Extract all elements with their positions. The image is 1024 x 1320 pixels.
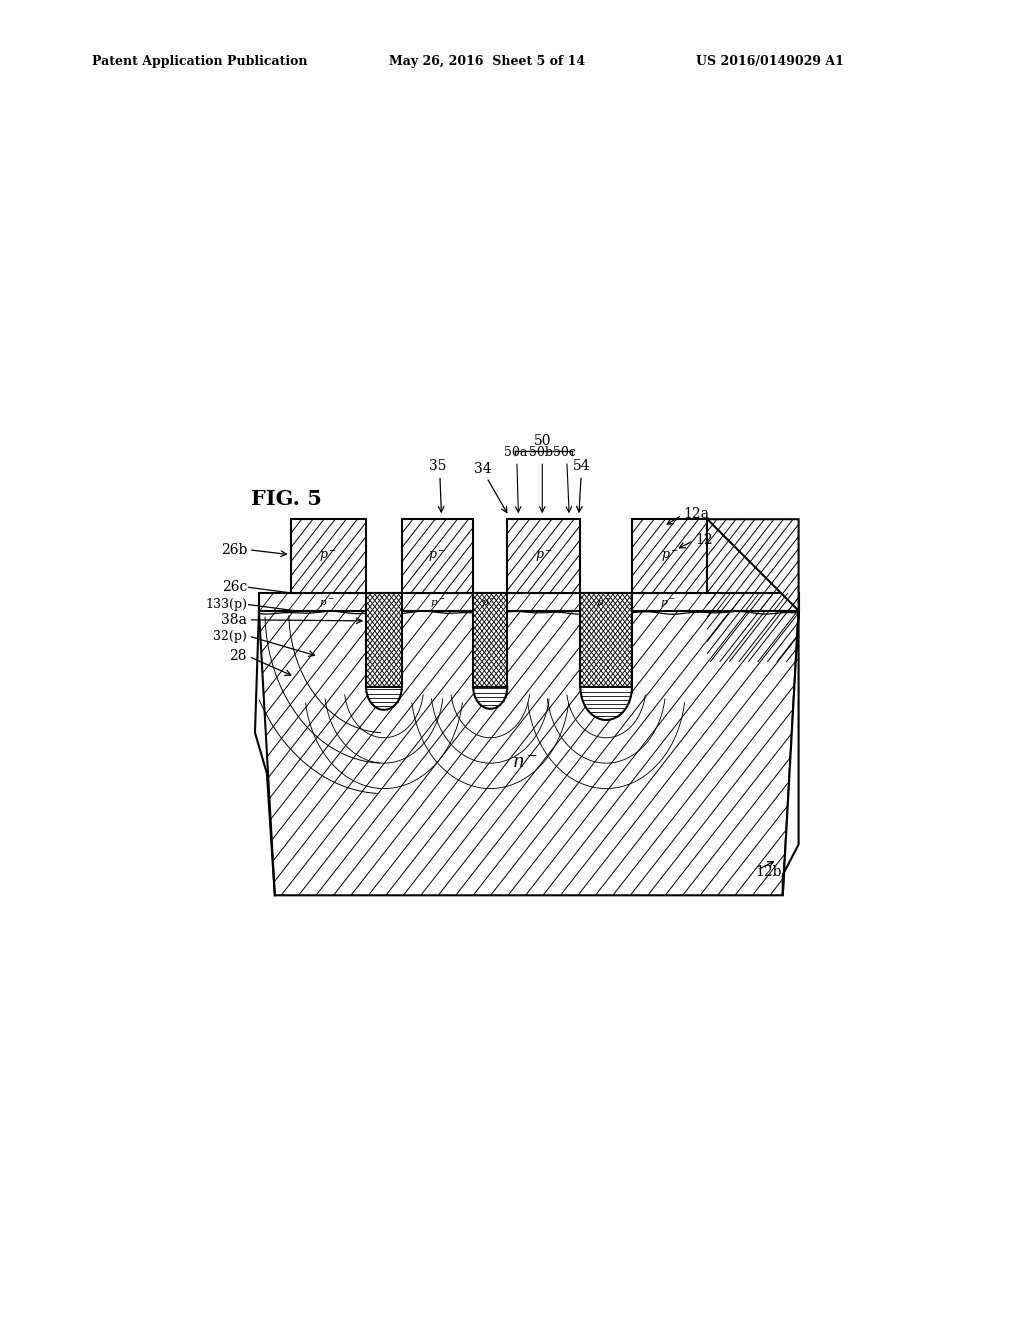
Text: 50a: 50a xyxy=(504,446,527,459)
Text: 28: 28 xyxy=(229,649,247,664)
Bar xyxy=(581,594,632,686)
Polygon shape xyxy=(367,686,401,710)
Text: 133(p): 133(p) xyxy=(205,598,247,611)
Text: p$^-$: p$^-$ xyxy=(660,549,679,564)
Text: p$^-$: p$^-$ xyxy=(659,597,676,610)
Text: 32(p): 32(p) xyxy=(213,630,247,643)
Bar xyxy=(291,519,367,594)
Text: 50: 50 xyxy=(534,434,551,447)
Text: 12a: 12a xyxy=(684,507,710,521)
Text: 50b: 50b xyxy=(528,446,553,459)
Text: 26b: 26b xyxy=(220,543,247,557)
Bar xyxy=(259,594,799,611)
Text: May 26, 2016  Sheet 5 of 14: May 26, 2016 Sheet 5 of 14 xyxy=(389,55,586,69)
Text: p$^-$: p$^-$ xyxy=(430,597,445,610)
Text: 26c: 26c xyxy=(221,581,247,594)
Text: 12: 12 xyxy=(695,532,713,546)
Bar xyxy=(507,519,581,594)
Text: p$^-$: p$^-$ xyxy=(318,597,334,610)
Text: 35: 35 xyxy=(429,459,446,474)
Polygon shape xyxy=(581,686,632,719)
Text: 38a: 38a xyxy=(221,612,247,627)
Text: p$^-$: p$^-$ xyxy=(481,597,497,610)
Bar xyxy=(401,519,473,594)
Text: US 2016/0149029 A1: US 2016/0149029 A1 xyxy=(696,55,844,69)
Text: 12b: 12b xyxy=(755,865,781,879)
Text: 34: 34 xyxy=(474,462,492,475)
Bar xyxy=(473,594,507,686)
Text: Patent Application Publication: Patent Application Publication xyxy=(92,55,307,69)
Text: p$^-$: p$^-$ xyxy=(596,597,612,610)
Polygon shape xyxy=(473,686,507,709)
Text: p$^-$: p$^-$ xyxy=(535,549,553,564)
Bar xyxy=(632,519,708,594)
Text: FIG. 5: FIG. 5 xyxy=(251,488,322,510)
Polygon shape xyxy=(259,611,799,895)
Text: p$^-$: p$^-$ xyxy=(319,549,338,564)
Text: 50c: 50c xyxy=(553,446,575,459)
Bar xyxy=(367,594,401,686)
Text: p$^-$: p$^-$ xyxy=(428,549,446,564)
Polygon shape xyxy=(708,519,799,895)
Text: n$^-$: n$^-$ xyxy=(512,754,538,772)
Text: 54: 54 xyxy=(573,459,591,474)
